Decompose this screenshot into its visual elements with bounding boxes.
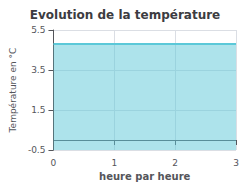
- svg-text:Température en °C: Température en °C: [8, 48, 18, 134]
- svg-text:heure par heure: heure par heure: [99, 171, 190, 182]
- svg-text:1: 1: [111, 158, 117, 168]
- svg-text:2: 2: [172, 158, 178, 168]
- svg-text:3.5: 3.5: [31, 65, 45, 75]
- svg-text:1.5: 1.5: [31, 105, 45, 115]
- svg-text:5.5: 5.5: [31, 25, 45, 35]
- svg-text:-0.5: -0.5: [28, 145, 46, 155]
- svg-text:Evolution de la température: Evolution de la température: [30, 8, 221, 22]
- svg-text:0: 0: [51, 158, 57, 168]
- svg-text:3: 3: [233, 158, 239, 168]
